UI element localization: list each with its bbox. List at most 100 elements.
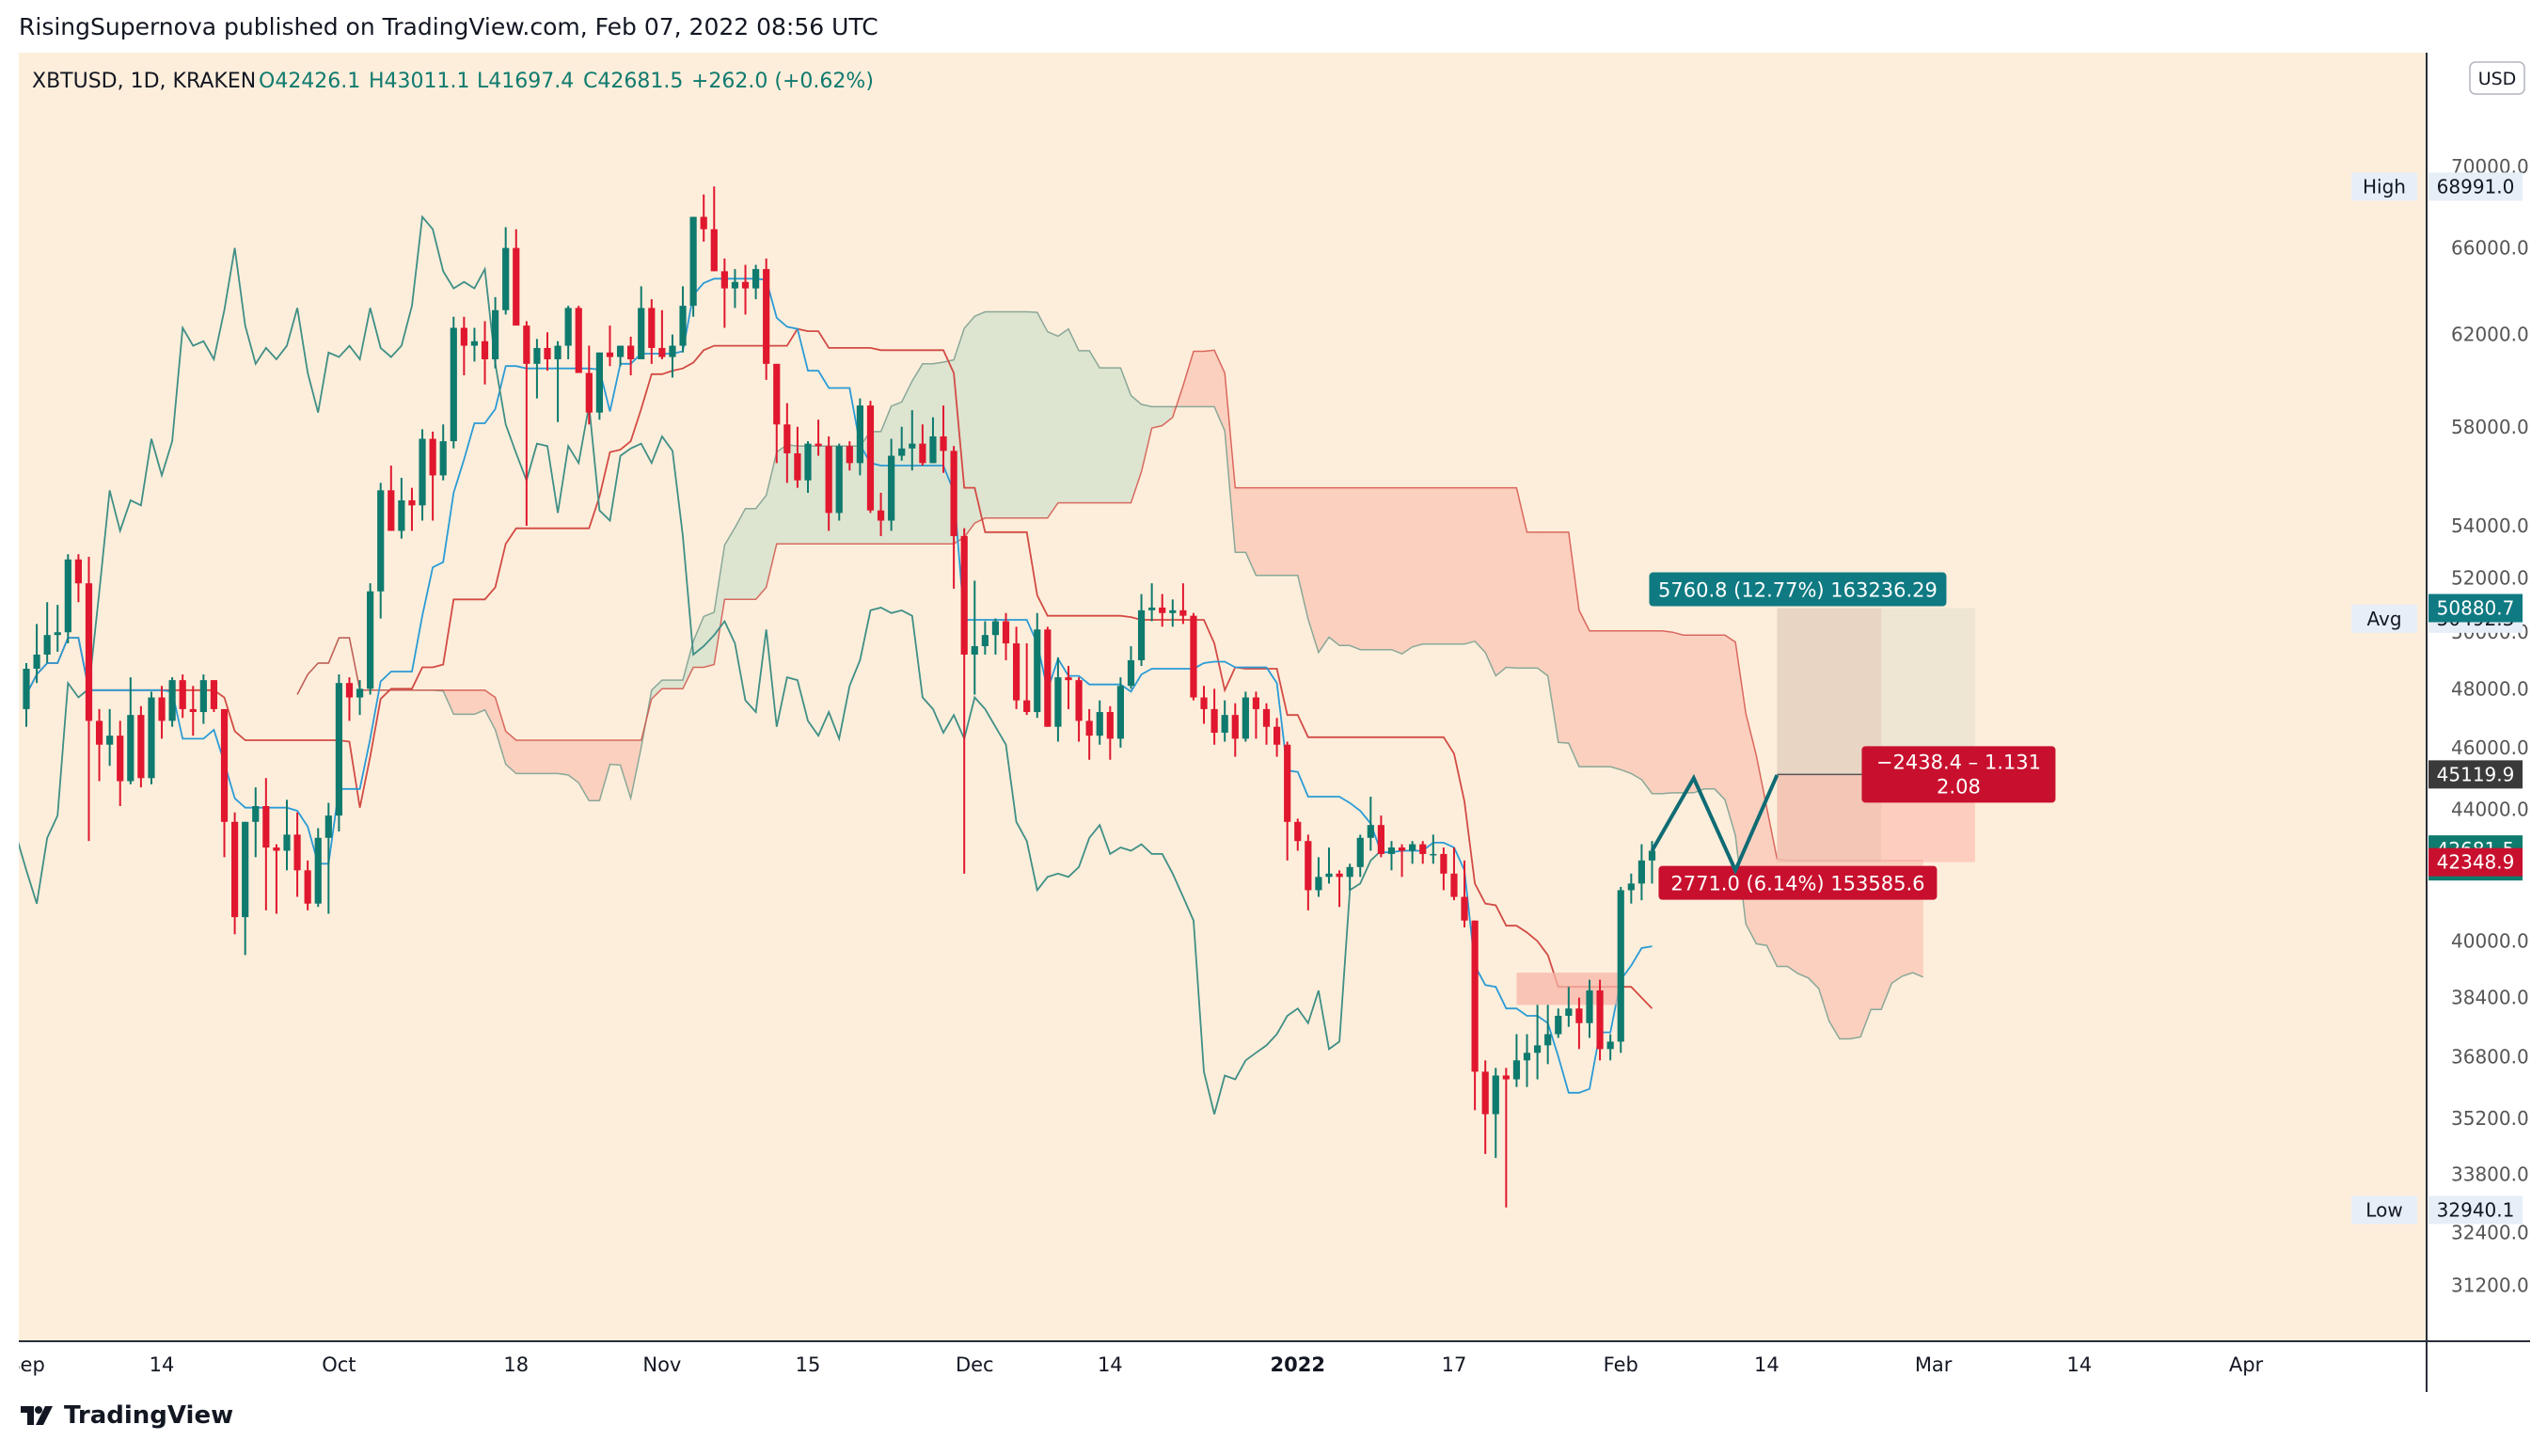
candle: [1596, 979, 1604, 1061]
candle: [1044, 626, 1052, 727]
price-label-bg: [2428, 760, 2523, 789]
candle-body: [1586, 990, 1593, 1023]
candle: [502, 227, 510, 315]
time-tick: Sep: [19, 1353, 45, 1376]
cloud-segment: [1110, 367, 1121, 503]
currency-label[interactable]: USD: [2478, 69, 2517, 89]
candle: [1565, 987, 1573, 1027]
candle-body: [1284, 744, 1291, 822]
candle-body: [273, 847, 280, 851]
candle: [293, 812, 301, 897]
candle-body: [345, 683, 354, 698]
candle: [283, 799, 291, 871]
cloud-segment: [1693, 634, 1705, 794]
price-axis[interactable]: 70000.066000.062000.058000.054000.052000…: [2351, 155, 2529, 1296]
candle-body: [1305, 841, 1312, 891]
candle-body: [835, 446, 843, 514]
currency-button[interactable]: USD: [2469, 61, 2525, 95]
candle-body: [960, 535, 968, 655]
chart-area[interactable]: 5760.8 (12.77%) 163236.29 2771.0 (6.14%) …: [8, 53, 2530, 1392]
stat-tag-bg: [2351, 604, 2417, 633]
candle: [1034, 612, 1041, 719]
candle-body: [377, 490, 385, 592]
candle-body: [1565, 1008, 1573, 1016]
candle: [324, 802, 332, 914]
price-tick: 52000.0: [2451, 566, 2529, 589]
candle: [815, 419, 822, 456]
candle-body: [33, 654, 40, 669]
candle: [1231, 703, 1239, 757]
candle: [117, 720, 124, 807]
stop-label-bg: [1658, 865, 1938, 900]
candle: [846, 441, 853, 471]
candle: [189, 686, 197, 736]
candle: [1065, 665, 1072, 709]
leading-span-a: [296, 310, 1923, 1040]
candle: [1169, 599, 1177, 627]
candle: [1617, 886, 1624, 1053]
candle: [304, 860, 311, 910]
candle: [1534, 1005, 1542, 1080]
target-label-bg: [1649, 572, 1947, 607]
tradingview-logo-text: TradingView: [64, 1401, 234, 1430]
candle-body: [1294, 821, 1302, 842]
candle: [804, 441, 812, 493]
candle-body: [1013, 643, 1020, 701]
legend-close: C42681.5: [583, 70, 683, 93]
candle: [1387, 841, 1396, 871]
candle-body: [710, 229, 718, 272]
candle: [1471, 920, 1479, 1111]
cloud-segment: [1099, 367, 1111, 503]
candle-body: [1523, 1052, 1531, 1061]
time-axis[interactable]: Sep 14 Oct 18 Nov 15 Dec 14 2022 17 Feb 14 Mar 14 Apr: [8, 1353, 2264, 1376]
candle-body: [523, 325, 530, 364]
price-tick: 44000.0: [2451, 798, 2529, 820]
candle: [252, 787, 260, 858]
candle: [148, 691, 155, 784]
candle: [1305, 834, 1312, 910]
candle: [1544, 1005, 1552, 1065]
candle-body: [1648, 850, 1656, 861]
candle: [1179, 583, 1187, 625]
time-tick: 15: [796, 1353, 821, 1376]
candle-body: [752, 269, 760, 289]
currency-button-frame[interactable]: [2469, 61, 2525, 95]
candle-body: [1127, 659, 1135, 687]
price-chart[interactable]: 5760.8 (12.77%) 163236.29 2771.0 (6.14%) …: [8, 53, 2530, 1392]
candle-body: [1159, 607, 1166, 613]
cloud-segment: [515, 739, 528, 774]
candle-body: [1262, 708, 1271, 727]
candle-body: [199, 680, 207, 713]
cloud-segment: [1088, 349, 1100, 503]
candle: [450, 316, 457, 449]
candle-body: [1555, 1015, 1562, 1035]
candle: [595, 352, 603, 420]
candle-body: [909, 443, 916, 449]
candle-body: [117, 736, 124, 782]
candle: [1409, 841, 1416, 864]
cloud-segment: [1005, 311, 1017, 519]
cloud-segment: [1443, 487, 1455, 645]
candle: [1284, 741, 1291, 861]
candle: [888, 438, 895, 531]
tradingview-logo[interactable]: TradingView: [19, 1401, 233, 1430]
candle-body: [1596, 990, 1604, 1050]
candle: [971, 580, 978, 695]
candle: [700, 194, 707, 242]
candle-body: [242, 821, 249, 918]
candle: [877, 492, 885, 536]
cloud-segment: [1234, 487, 1246, 553]
candle-body: [1346, 866, 1353, 878]
candle-body: [220, 708, 229, 822]
candle: [460, 316, 467, 375]
candle-body: [981, 635, 989, 647]
long-position-tool[interactable]: 5760.8 (12.77%) 163236.29 2771.0 (6.14%) …: [1649, 572, 2056, 900]
candle: [940, 405, 947, 473]
candle: [1002, 612, 1010, 660]
cloud-segment: [995, 311, 1006, 519]
stat-tag-label: High: [2363, 175, 2406, 198]
candle-body: [606, 352, 614, 357]
price-tick: 58000.0: [2451, 416, 2529, 438]
candle-body: [1450, 873, 1458, 897]
candle-body: [1356, 837, 1364, 867]
